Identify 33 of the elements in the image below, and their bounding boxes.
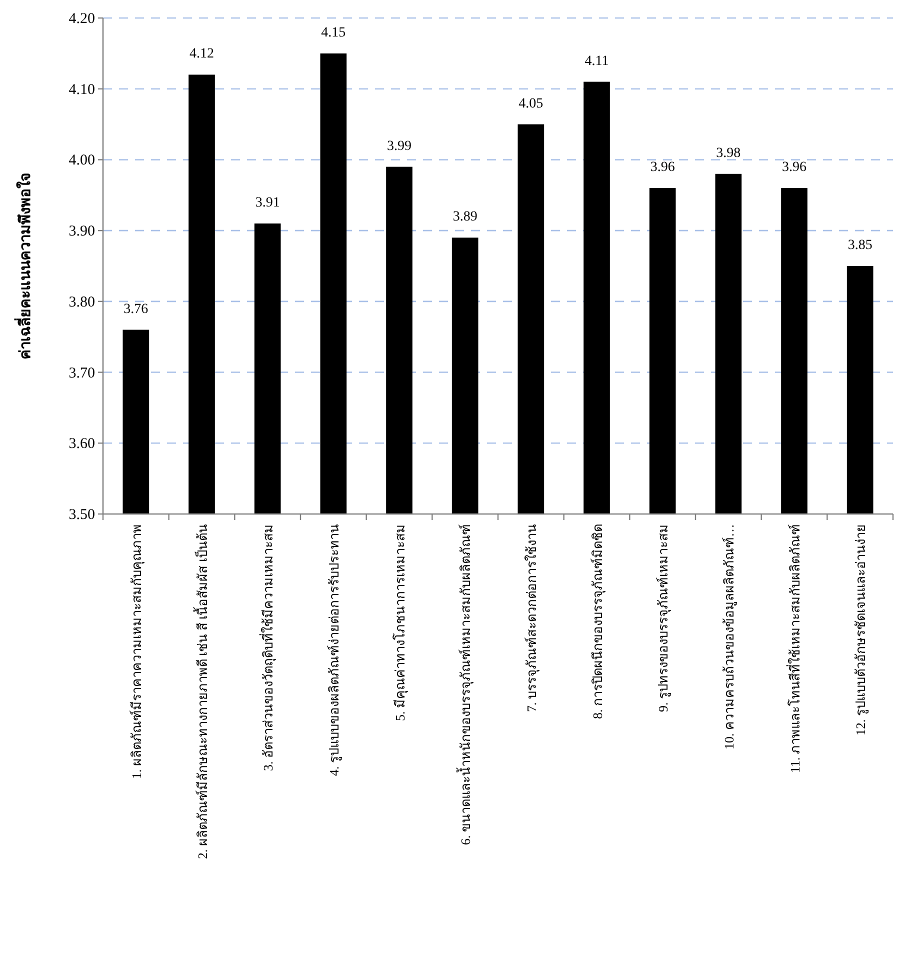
x-tick-label: 3. อัตราส่วนของวัตถุดิบที่ใช้มีความเหมาะสม	[260, 524, 277, 771]
data-label: 3.98	[716, 146, 741, 161]
x-tick-label: 2. ผลิตภัณฑ์มีลักษณะทางกายภาพดี เช่น สี เนื้อสัมผัส เป็นต้น	[192, 524, 210, 859]
x-tick-label: 8. การปิดผนึกของบรรจุภัณฑ์มิดชิด	[590, 524, 606, 719]
data-label: 3.91	[255, 195, 280, 210]
y-tick-label: 4.00	[68, 152, 95, 169]
data-label: 4.15	[321, 25, 346, 40]
data-label: 3.96	[650, 160, 675, 176]
x-tick-label: 5. มีคุณค่าทางโภชนาการเหมาะสม	[392, 524, 408, 721]
data-label: 3.76	[124, 302, 148, 317]
y-axis-title: ค่าเฉลี่ยคะแนนความพึงพอใจ	[14, 172, 34, 360]
y-tick-label: 3.80	[68, 294, 95, 310]
x-tick-label: 7. บรรจุภัณฑ์สะดวกต่อการใช้งาน	[524, 524, 540, 712]
data-label: 3.85	[848, 238, 872, 253]
x-tick-label: 4. รูปแบบของผลิตภัณฑ์ง่ายต่อการรับประทาน	[326, 524, 342, 776]
y-tick-label: 3.50	[68, 507, 95, 523]
y-tick-label: 3.60	[68, 436, 95, 452]
data-label: 3.89	[452, 210, 478, 225]
y-tick-label: 3.70	[68, 365, 95, 382]
x-tick-label: 11. ภาพและโทนสีที่ใช้เหมาะสมกับผลิตภัณฑ์	[786, 524, 802, 774]
x-tick-label: 10. ความครบถ้วนของข้อมูลผลิตภัณฑ์…	[721, 524, 738, 750]
x-tick-label: 12. รูปแบบตัวอักษรชัดเจนและอ่านง่าย	[853, 524, 870, 736]
y-tick-label: 4.10	[68, 82, 95, 98]
x-tick-label: 1. ผลิตภัณฑ์มีราคาความเหมาะสมกับคุณภาพ	[128, 524, 145, 779]
data-label: 4.05	[518, 96, 544, 112]
data-label: 3.96	[782, 160, 806, 176]
data-label: 3.99	[387, 138, 412, 154]
x-tick-label: 9. รูปทรงของบรรจุภัณฑ์เหมาะสม	[656, 524, 672, 712]
data-label: 4.11	[584, 54, 609, 69]
data-label: 4.12	[190, 46, 214, 62]
y-tick-label: 3.90	[68, 224, 95, 240]
x-tick-label: 6. ขนาดและน้ำหนักของบรรจุภัณฑ์เหมาะสมกับผลิตภัณฑ์	[456, 524, 474, 845]
y-tick-label: 4.20	[68, 11, 95, 27]
